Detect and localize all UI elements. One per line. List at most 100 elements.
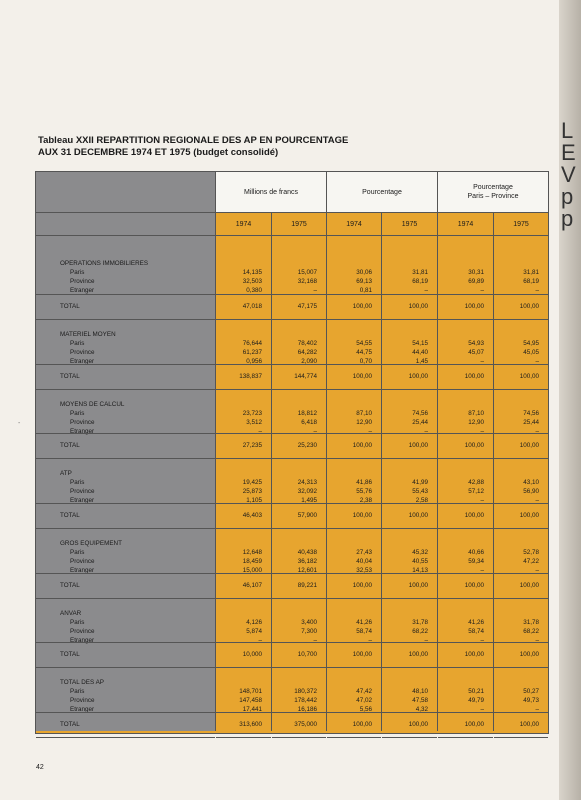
total-cell: 100,00 — [352, 582, 372, 589]
table-cell: 2,58 — [415, 497, 428, 504]
edge-letter: V — [561, 162, 576, 187]
row-divider — [36, 737, 215, 738]
row-divider — [36, 573, 215, 574]
table-cell: 18,812 — [297, 410, 317, 417]
table-cell: 6,418 — [301, 419, 317, 426]
total-cell: 100,00 — [464, 651, 484, 658]
row-divider — [216, 294, 271, 295]
row-divider — [438, 458, 493, 459]
table-cell: 68,19 — [412, 278, 428, 285]
row-divider — [438, 737, 493, 738]
table-cell: 12,90 — [356, 419, 372, 426]
edge-letter: p — [561, 206, 574, 231]
table-cell: 25,873 — [242, 488, 262, 495]
table-cell: 7,300 — [301, 628, 317, 635]
table-cell: – — [313, 637, 317, 644]
title-line-1: Tableau XXII REPARTITION REGIONALE DES A… — [38, 135, 349, 146]
row-divider — [494, 319, 548, 320]
row-divider — [438, 598, 493, 599]
table-cell: – — [480, 567, 484, 574]
row-divider — [494, 294, 548, 295]
table-cell: 36,182 — [297, 558, 317, 565]
row-divider — [36, 667, 215, 668]
row-divider — [438, 364, 493, 365]
table-cell: 49,73 — [523, 697, 539, 704]
table-cell: 56,90 — [523, 488, 539, 495]
table-cell: 0,380 — [246, 287, 262, 294]
table-cell: 14,135 — [242, 269, 262, 276]
table-cell: 87,10 — [356, 410, 372, 417]
table-cell: 31,81 — [412, 269, 428, 276]
table-cell: – — [535, 637, 539, 644]
table-cell: 78,402 — [297, 340, 317, 347]
facing-page-letters: L E V p p — [561, 120, 579, 230]
row-divider — [36, 319, 215, 320]
section-heading: ATP — [60, 470, 72, 477]
table-cell: 14,13 — [412, 567, 428, 574]
table-cell: 68,22 — [412, 628, 428, 635]
table-cell: – — [480, 637, 484, 644]
table-cell: – — [535, 428, 539, 435]
table-cell: 55,43 — [412, 488, 428, 495]
row-label: Etranger — [70, 497, 95, 504]
table-cell: 40,438 — [297, 549, 317, 556]
section-heading: MOYENS DE CALCUL — [60, 401, 125, 408]
row-divider — [272, 433, 326, 434]
row-divider — [36, 598, 215, 599]
table-cell: 4,32 — [415, 706, 428, 713]
table-cell: 2,090 — [301, 358, 317, 365]
total-cell: 100,00 — [408, 582, 428, 589]
row-divider — [216, 737, 271, 738]
total-cell: 100,00 — [352, 721, 372, 728]
table-cell: 40,55 — [412, 558, 428, 565]
table-cell: 43,10 — [523, 479, 539, 486]
table-cell: 59,34 — [468, 558, 484, 565]
total-cell: 100,00 — [408, 651, 428, 658]
row-divider — [327, 642, 381, 643]
row-divider — [494, 364, 548, 365]
table-cell: 15,000 — [242, 567, 262, 574]
row-divider — [327, 503, 381, 504]
value-column-pp-1974: 30,31 69,89 – 100,00 54,93 45,07 – 100,00 87,10 1… — [437, 235, 493, 738]
table-cell: 1,105 — [246, 497, 262, 504]
table-cell: 40,66 — [468, 549, 484, 556]
header-millions: Millions de francs — [215, 172, 326, 212]
row-divider — [494, 528, 548, 529]
row-divider — [216, 458, 271, 459]
page-number: 42 — [36, 764, 44, 771]
table-cell: 25,44 — [523, 419, 539, 426]
row-divider — [382, 389, 437, 390]
row-divider — [272, 294, 326, 295]
total-cell: 57,900 — [297, 512, 317, 519]
table-cell: 44,40 — [412, 349, 428, 356]
row-divider — [216, 573, 271, 574]
row-divider — [327, 458, 381, 459]
table-cell: 54,15 — [412, 340, 428, 347]
row-divider — [382, 294, 437, 295]
row-divider — [438, 667, 493, 668]
row-label: Etranger — [70, 637, 95, 644]
total-label: TOTAL — [60, 651, 80, 658]
table-cell: 68,22 — [523, 628, 539, 635]
value-column-pp-1975: 31,81 68,19 – 100,00 54,95 45,05 – 100,00 74,56 2… — [493, 235, 548, 738]
row-divider — [494, 642, 548, 643]
table-cell: 1,45 — [415, 358, 428, 365]
row-divider — [382, 458, 437, 459]
edge-letter: L — [561, 118, 574, 143]
total-cell: 100,00 — [519, 651, 539, 658]
total-cell: 100,00 — [352, 303, 372, 310]
total-cell: 100,00 — [519, 303, 539, 310]
row-divider — [216, 667, 271, 668]
row-divider — [438, 503, 493, 504]
table-cell: – — [535, 497, 539, 504]
row-divider — [36, 364, 215, 365]
total-cell: 100,00 — [408, 303, 428, 310]
total-cell: 375,000 — [294, 721, 317, 728]
table-cell: 31,78 — [523, 619, 539, 626]
row-label: Paris — [70, 619, 85, 626]
total-cell: 100,00 — [352, 651, 372, 658]
row-divider — [216, 389, 271, 390]
header-paris-province: Paris – Province — [467, 193, 519, 200]
total-cell: 144,774 — [294, 373, 317, 380]
table-cell: 41,26 — [356, 619, 372, 626]
